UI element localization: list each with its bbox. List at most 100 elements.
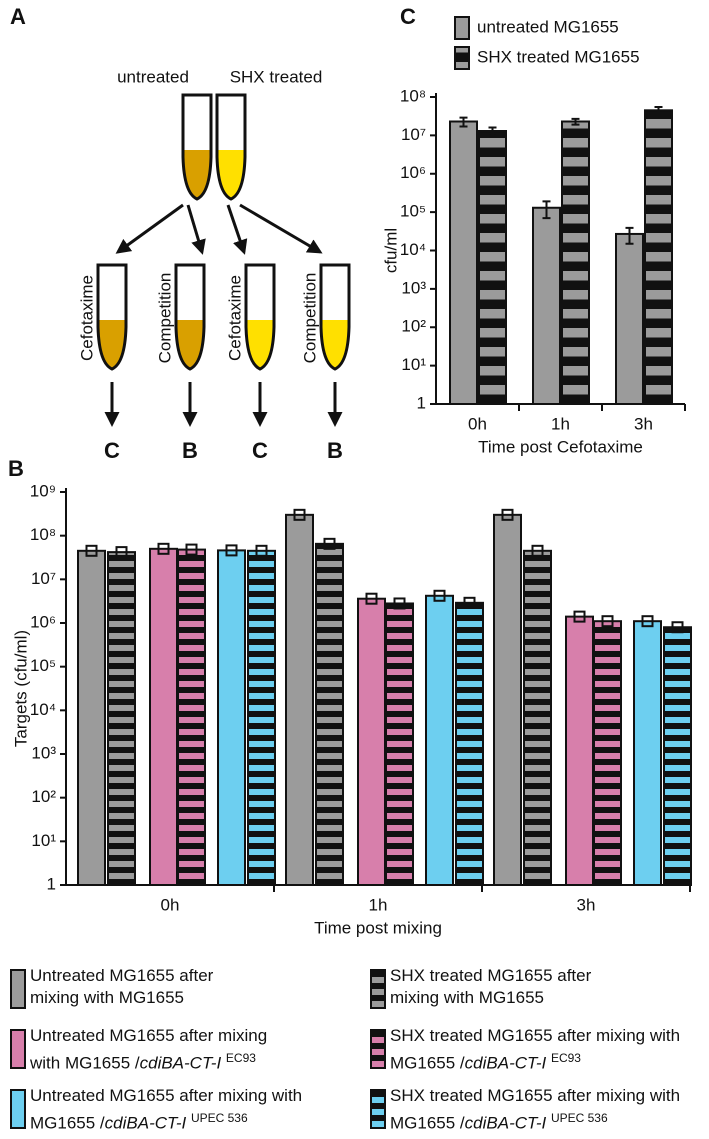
x-axis-label: Time post mixing <box>314 918 442 937</box>
y-tick-label: 10³ <box>31 743 56 762</box>
tube <box>96 263 128 371</box>
legend-name: SHX treated MG1655 after mixing with MG1… <box>390 1086 681 1133</box>
legend-genotype: cdiBA-CT-I <box>464 1113 547 1133</box>
panel-label: B <box>8 456 24 481</box>
tube-outline <box>181 93 213 201</box>
y-tick-label: 10¹ <box>401 355 426 374</box>
legend-strain: UPEC 536 <box>190 1111 248 1125</box>
bar <box>455 601 484 886</box>
error-bar <box>571 117 580 126</box>
x-tick-label: 3h <box>577 895 596 914</box>
data-point <box>433 589 446 602</box>
bar <box>644 109 673 405</box>
tube-liquid <box>183 150 211 199</box>
legend-name: SHX treated MG1655 after mixing with MG1… <box>390 966 592 1007</box>
tube <box>174 263 206 371</box>
legend-label: untreated MG1655 <box>477 17 619 36</box>
legend-item: Untreated MG1655 after mixing with MG165… <box>10 1085 330 1133</box>
bar <box>449 120 478 406</box>
bar <box>217 549 246 886</box>
tube <box>181 93 213 201</box>
error-bar <box>625 226 634 245</box>
x-tick-label: 1h <box>369 895 388 914</box>
tube-outline <box>96 263 128 371</box>
bar <box>561 120 590 406</box>
legend-strain: EC93 <box>550 1051 581 1065</box>
data-point <box>185 543 198 556</box>
tube-liquid <box>176 320 204 369</box>
data-point <box>573 610 586 623</box>
arrows <box>104 203 343 427</box>
bar <box>615 232 644 405</box>
bar <box>523 549 552 886</box>
treatment-label: Cefotaxime <box>77 275 96 361</box>
legend-label: Untreated MG1655 after mixing with MG165… <box>30 1025 300 1075</box>
tube-liquid <box>321 320 349 369</box>
data-point <box>157 542 170 555</box>
legend-item: SHX treated MG1655 after mixing with MG1… <box>370 1025 700 1073</box>
legend-swatch <box>10 1089 26 1129</box>
bar <box>77 549 106 886</box>
y-tick-label: 1 <box>417 393 426 412</box>
legend-genotype: cdiBA-CT-I <box>139 1053 222 1073</box>
legend-genotype: cdiBA-CT-I <box>104 1113 187 1133</box>
x-tick-label: 1h <box>551 414 570 433</box>
bar <box>478 130 507 406</box>
y-tick-label: 10² <box>401 317 426 336</box>
tube-outline <box>174 263 206 371</box>
outcome-label: B <box>327 438 343 463</box>
tube <box>319 263 351 371</box>
y-tick-label: 10⁵ <box>400 202 426 221</box>
x-tick-label: 0h <box>161 895 180 914</box>
legend-name: Untreated MG1655 after mixing with MG165… <box>30 966 214 1007</box>
bar <box>357 597 386 886</box>
legend-item: Untreated MG1655 after mixing with MG165… <box>10 965 240 1013</box>
legend-label: SHX treated MG1655 after mixing with MG1… <box>390 965 620 1009</box>
tube-liquid <box>98 320 126 369</box>
data-point <box>501 508 514 521</box>
legend-swatch <box>370 969 386 1009</box>
bar <box>149 547 178 886</box>
y-tick-label: 10⁹ <box>30 481 56 500</box>
y-tick-label: 10¹ <box>31 831 56 850</box>
tube <box>215 93 247 201</box>
bar <box>493 513 522 887</box>
bar <box>315 542 344 886</box>
data-point <box>293 508 306 521</box>
legend-label: SHX treated MG1655 after mixing with MG1… <box>390 1025 690 1075</box>
tube-liquid <box>217 150 245 199</box>
legend-label: SHX treated MG1655 after mixing with MG1… <box>390 1085 700 1135</box>
error-bar <box>488 126 497 137</box>
x-tick-label: 3h <box>634 414 653 433</box>
bar <box>565 615 594 886</box>
y-tick-label: 10⁴ <box>400 240 426 259</box>
y-tick-label: 10³ <box>401 278 426 297</box>
y-tick-label: 10⁸ <box>30 525 56 544</box>
panel-label: A <box>10 4 26 29</box>
tube-outline <box>319 263 351 371</box>
y-tick-label: 10⁵ <box>30 656 56 675</box>
y-tick-label: 10⁶ <box>400 163 426 182</box>
bar <box>633 620 662 886</box>
data-point <box>641 615 654 628</box>
data-point <box>601 615 614 628</box>
bar <box>385 602 414 887</box>
outcome-label: B <box>182 438 198 463</box>
legend-name: SHX treated MG1655 after mixing with MG1… <box>390 1026 681 1073</box>
legend-swatch <box>454 46 470 70</box>
data-point <box>115 546 128 559</box>
legend-genotype: cdiBA-CT-I <box>464 1053 547 1073</box>
legend-strain: EC93 <box>225 1051 256 1065</box>
y-axis-label: Targets (cfu/ml) <box>11 630 30 747</box>
data-point <box>225 544 238 557</box>
legend-name: Untreated MG1655 after mixing with MG165… <box>30 1086 303 1133</box>
tube <box>244 263 276 371</box>
bar <box>532 206 561 405</box>
data-point <box>323 537 336 550</box>
bar <box>593 620 622 886</box>
tube-liquid <box>246 320 274 369</box>
legend-item: Untreated MG1655 after mixing with MG165… <box>10 1025 310 1073</box>
bar <box>425 594 454 886</box>
